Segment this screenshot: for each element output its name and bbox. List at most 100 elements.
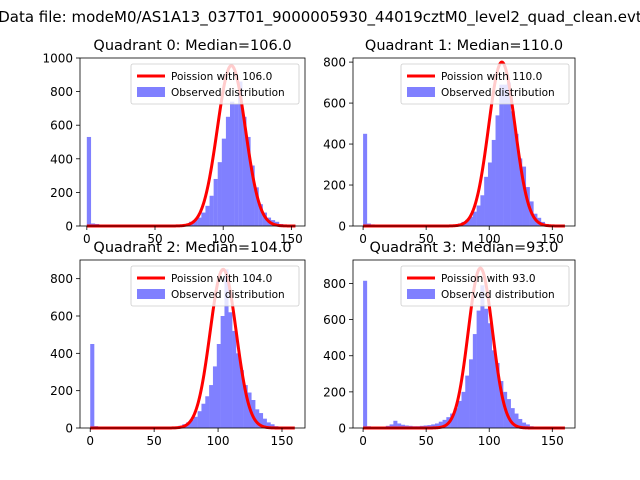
histogram-bar-18: [438, 421, 443, 428]
axes-frame: [79, 259, 306, 429]
y-tick-label: 800: [50, 85, 73, 99]
histogram-bar-16: [431, 424, 436, 428]
y-tick-label: 200: [323, 179, 346, 193]
x-tick-label: 100: [212, 232, 235, 246]
histogram-bar-16: [224, 269, 229, 428]
histogram-bar-21: [250, 165, 255, 226]
histogram-bar-6: [393, 420, 398, 428]
histogram-bar-15: [220, 316, 225, 428]
quadrant-2-plot: 0 50 100 150 0 200 400 600 800 Quadrant 2: Median…: [50, 240, 306, 448]
histogram-bar-22: [254, 187, 259, 226]
legend-label-poisson: Poission with 110.0: [441, 71, 542, 83]
histogram-bar-8: [197, 217, 202, 226]
legend-box: [400, 63, 570, 105]
histogram-bar-14: [221, 138, 227, 226]
y-tick-label: 400: [323, 138, 346, 152]
histogram-bar-17: [228, 312, 233, 428]
x-tick-label: 0: [359, 232, 367, 246]
histogram-bar-10: [201, 403, 206, 428]
x-tick-label: 100: [207, 434, 230, 448]
histogram-bar-7: [189, 419, 195, 428]
y-tick-label: 0: [338, 220, 346, 234]
histogram-bar-30: [484, 308, 489, 428]
y-tick-label: 200: [50, 186, 73, 200]
legend-label-poisson: Poission with 106.0: [171, 71, 272, 83]
histogram-bar-19: [235, 353, 241, 428]
histogram-bar-16: [230, 101, 235, 226]
histogram-bar-31: [487, 323, 493, 428]
legend-bar-swatch: [407, 289, 435, 299]
axes-frame: [352, 259, 576, 429]
x-tick-label: 50: [147, 434, 162, 448]
histogram-bar-17: [434, 423, 440, 428]
y-tick-label: 400: [50, 347, 73, 361]
x-tick-label: 150: [541, 434, 564, 448]
y-tick-label: 600: [323, 313, 346, 327]
y-tick-label: 0: [65, 422, 73, 436]
x-tick-label: 150: [280, 232, 303, 246]
y-tick-label: 0: [65, 220, 73, 234]
legend-box: [400, 265, 570, 307]
histogram-bar-11: [205, 396, 210, 428]
histogram-bar-40: [522, 422, 527, 428]
figure-suptitle: Data file: modeM0/AS1A13_037T01_90000059…: [0, 8, 640, 27]
histogram-bar-25: [465, 375, 470, 428]
histogram-bar-9: [197, 411, 202, 428]
histogram-bar-19: [442, 419, 447, 428]
histogram-bar-24: [461, 391, 466, 428]
histogram-bar-8: [472, 211, 477, 226]
histogram-bar-17: [234, 104, 239, 226]
x-tick-label: 50: [419, 232, 434, 246]
legend-label-observed: Observed distribution: [441, 289, 555, 301]
y-tick-label: 600: [50, 119, 73, 133]
histogram-bar-15: [225, 116, 231, 226]
histogram-bar-6: [465, 219, 470, 226]
histogram-bar-20: [239, 370, 244, 428]
quadrant-title: Quadrant 0: Median=106.0: [93, 38, 291, 54]
y-tick-label: 800: [323, 277, 346, 291]
histogram-bar-22: [453, 408, 458, 428]
x-tick-label: 0: [86, 434, 94, 448]
histogram-bar-16: [503, 84, 508, 226]
histogram-bar-38: [514, 413, 519, 428]
legend-bar-swatch: [137, 289, 165, 299]
quadrant-title: Quadrant 3: Median=93.0: [370, 240, 559, 256]
legend-bar-swatch: [407, 87, 435, 97]
histogram-bar-34: [499, 381, 504, 428]
histogram-bar-14: [216, 344, 221, 428]
legend-label-observed: Observed distribution: [171, 87, 285, 99]
histogram-bar-26: [469, 359, 474, 428]
histogram-bar-13: [212, 366, 218, 428]
x-tick-label: 100: [478, 434, 501, 448]
x-tick-label: 50: [419, 434, 434, 448]
histogram-bar-11: [209, 195, 214, 226]
histogram-bar-13: [491, 139, 496, 226]
histogram-bar-5: [389, 424, 394, 428]
histogram-bar-26: [262, 418, 267, 428]
histogram-bar-12: [209, 385, 214, 428]
histogram-bar-0: [363, 280, 368, 428]
histogram-bar-8: [193, 416, 198, 428]
histogram-bar-14: [495, 115, 500, 226]
histogram-bar-8: [400, 424, 405, 428]
quadrant-title: Quadrant 1: Median=110.0: [365, 38, 563, 54]
y-tick-label: 0: [338, 422, 346, 436]
quadrant-title: Quadrant 2: Median=104.0: [93, 240, 291, 256]
histogram-bar-23: [457, 400, 462, 428]
histogram-bar-21: [243, 385, 248, 428]
legend-bar-swatch: [137, 87, 165, 97]
legend-label-poisson: Poission with 104.0: [171, 273, 272, 285]
histogram-bar-0: [86, 136, 92, 226]
histogram-bar-18: [510, 111, 515, 226]
quadrant-3-plot: 0 50 100 150 0 200 400 600 800 Quadrant 3: Median…: [323, 240, 576, 448]
x-tick-label: 100: [478, 232, 501, 246]
x-tick-label: 0: [359, 434, 367, 448]
y-tick-label: 600: [323, 97, 346, 111]
y-tick-label: 400: [50, 152, 73, 166]
histogram-bar-20: [246, 136, 251, 226]
histogram-bar-39: [518, 418, 523, 428]
legend-label-observed: Observed distribution: [171, 289, 285, 301]
histogram-bar-17: [506, 82, 511, 226]
histogram-bar-12: [487, 162, 493, 226]
